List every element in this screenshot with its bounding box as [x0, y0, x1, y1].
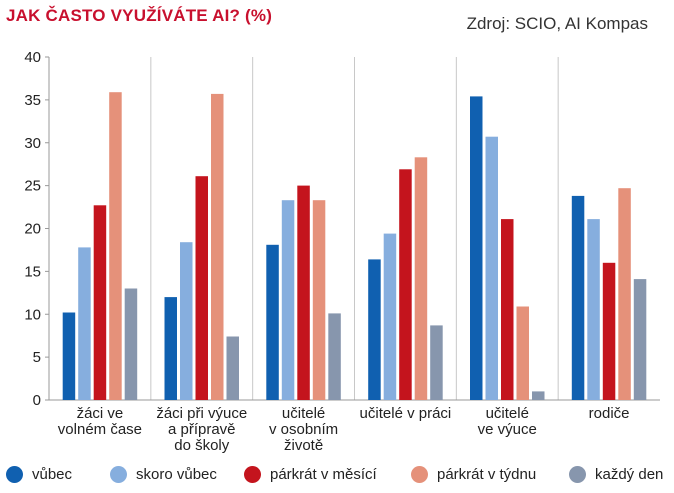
bar	[587, 219, 600, 400]
x-tick-label: žáci ve	[77, 405, 124, 422]
x-tick-label: rodiče	[589, 405, 630, 422]
bar	[618, 188, 631, 400]
legend-swatch	[6, 466, 23, 483]
bar	[266, 244, 279, 400]
bar	[516, 306, 529, 400]
legend-label: každý den	[595, 466, 664, 483]
x-tick-label: ve výuce	[478, 421, 537, 438]
x-tick-label: a přípravě	[168, 421, 236, 438]
bar	[532, 391, 545, 400]
x-tick-label: učitelé v práci	[360, 405, 452, 422]
legend-label: párkrát v týdnu	[437, 466, 537, 483]
bar	[328, 313, 341, 400]
x-tick-label: volném čase	[58, 421, 142, 438]
legend-item: vůbec	[6, 466, 72, 483]
x-tick-label: životě	[284, 437, 323, 454]
legend-swatch	[569, 466, 586, 483]
y-tick-label: 0	[33, 392, 41, 409]
bar	[602, 262, 616, 400]
bar	[383, 233, 397, 400]
bar	[414, 157, 428, 400]
bar	[312, 200, 326, 400]
y-tick-label: 20	[24, 221, 41, 238]
x-tick-label: žáci při výuce	[156, 405, 247, 422]
bar	[164, 297, 177, 400]
bar	[211, 93, 224, 401]
legend-swatch	[411, 466, 428, 483]
x-tick-label: v osobním	[269, 421, 338, 438]
y-tick-label: 30	[24, 135, 41, 152]
x-tick-label: učitelé	[282, 405, 325, 422]
bar	[281, 200, 295, 400]
bar	[109, 92, 122, 400]
legend-item: skoro vůbec	[110, 466, 217, 483]
chart-title: JAK ČASTO VYUŽÍVÁTE AI? (%)	[6, 6, 273, 25]
bar	[124, 288, 138, 400]
bar	[633, 279, 647, 400]
legend-swatch	[110, 466, 127, 483]
bar	[297, 185, 310, 400]
bar	[399, 169, 412, 400]
bar	[226, 336, 239, 400]
bar	[485, 136, 498, 400]
bar	[430, 325, 443, 400]
y-tick-label: 5	[33, 349, 41, 366]
legend-swatch	[244, 466, 261, 483]
y-tick-label: 35	[24, 92, 41, 109]
source-note: Zdroj: SCIO, AI Kompas	[466, 14, 648, 33]
bar	[62, 312, 76, 400]
bar	[470, 96, 483, 401]
x-tick-label: učitelé	[486, 405, 529, 422]
bar	[93, 205, 107, 400]
y-tick-label: 40	[24, 49, 41, 66]
y-tick-label: 15	[24, 263, 41, 280]
bar	[195, 176, 208, 400]
legend-item: párkrát v týdnu	[411, 466, 536, 483]
legend-item: každý den	[569, 466, 663, 483]
bar	[501, 219, 514, 400]
legend-item: párkrát v měsící	[244, 466, 377, 483]
y-tick-label: 10	[24, 306, 41, 323]
legend-label: párkrát v měsící	[270, 466, 377, 483]
legend-label: vůbec	[32, 466, 73, 483]
x-tick-label: do školy	[174, 437, 230, 454]
bar	[78, 247, 91, 400]
bar	[571, 195, 585, 400]
bar	[180, 242, 193, 400]
legend-label: skoro vůbec	[136, 466, 217, 483]
y-tick-label: 25	[24, 178, 41, 195]
legend: vůbec skoro vůbec párkrát v měsící párkrát …	[6, 466, 674, 490]
bar	[368, 259, 381, 400]
